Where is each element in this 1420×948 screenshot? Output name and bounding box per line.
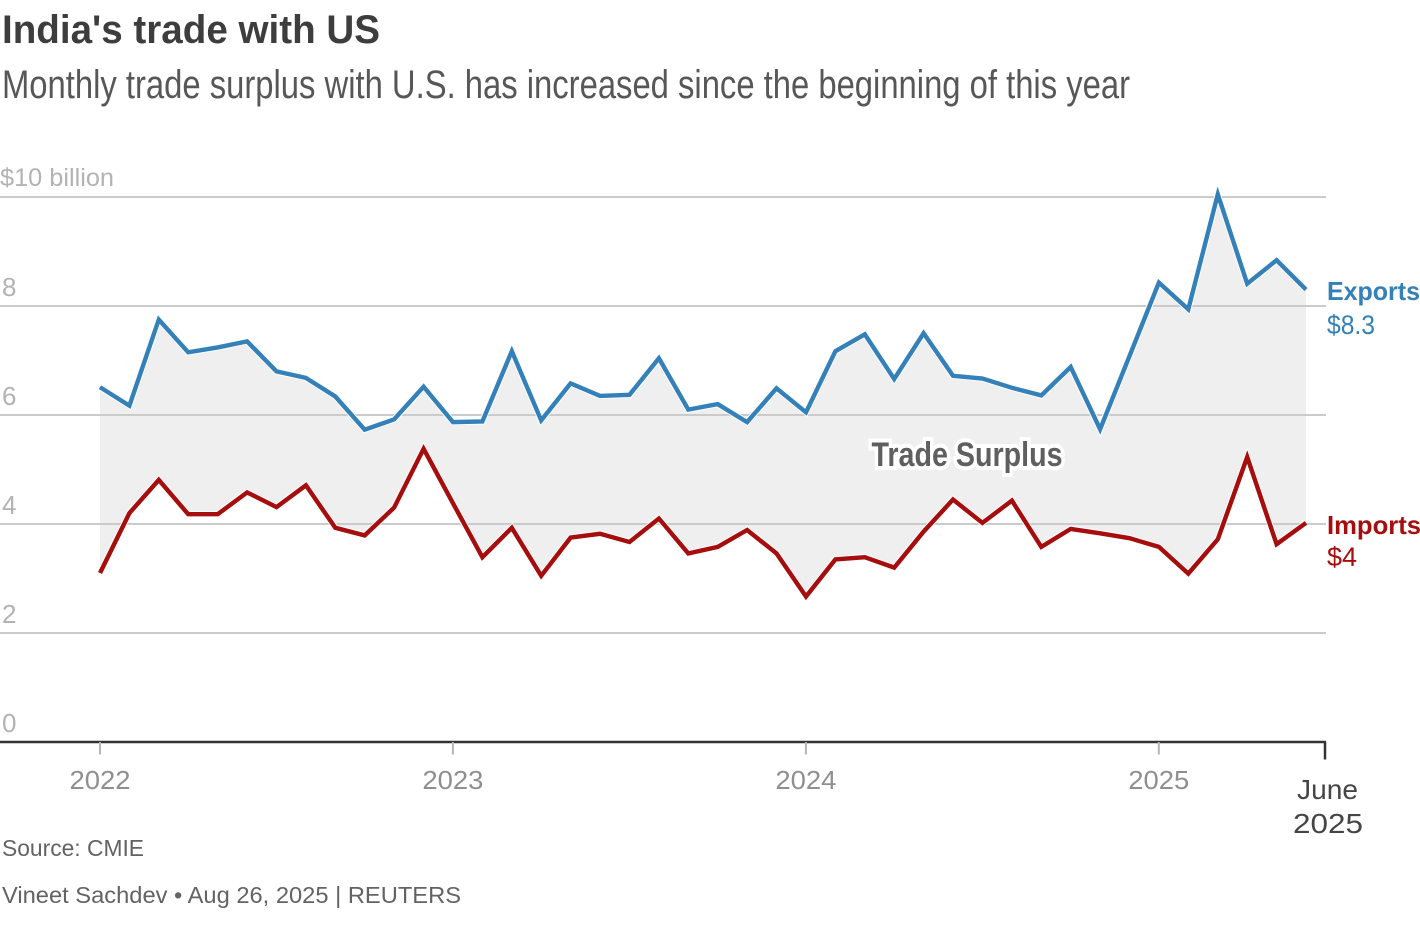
svg-text:2024: 2024 bbox=[775, 765, 836, 795]
svg-text:2: 2 bbox=[2, 599, 16, 629]
svg-text:Vineet Sachdev • Aug 26, 2025: Vineet Sachdev • Aug 26, 2025 | REUTERS bbox=[2, 882, 461, 908]
svg-text:$10 billion: $10 billion bbox=[0, 164, 114, 192]
svg-text:$8.3: $8.3 bbox=[1327, 310, 1375, 340]
svg-text:June: June bbox=[1297, 774, 1358, 805]
svg-text:6: 6 bbox=[2, 381, 16, 411]
svg-text:2025: 2025 bbox=[1293, 808, 1363, 839]
svg-text:2022: 2022 bbox=[70, 765, 131, 795]
svg-text:2025: 2025 bbox=[1128, 765, 1189, 795]
svg-text:Trade Surplus: Trade Surplus bbox=[872, 436, 1063, 474]
svg-text:8: 8 bbox=[2, 272, 16, 302]
svg-text:2023: 2023 bbox=[422, 765, 483, 795]
svg-text:Source: CMIE: Source: CMIE bbox=[2, 835, 144, 861]
svg-text:Monthly trade surplus with U.S: Monthly trade surplus with U.S. has incr… bbox=[2, 63, 1130, 107]
svg-text:0: 0 bbox=[2, 708, 16, 738]
svg-text:$4: $4 bbox=[1327, 542, 1357, 572]
svg-text:Imports: Imports bbox=[1327, 510, 1420, 540]
svg-text:Exports: Exports bbox=[1327, 276, 1420, 306]
svg-text:India's trade with US: India's trade with US bbox=[2, 8, 380, 52]
svg-text:4: 4 bbox=[2, 490, 16, 520]
